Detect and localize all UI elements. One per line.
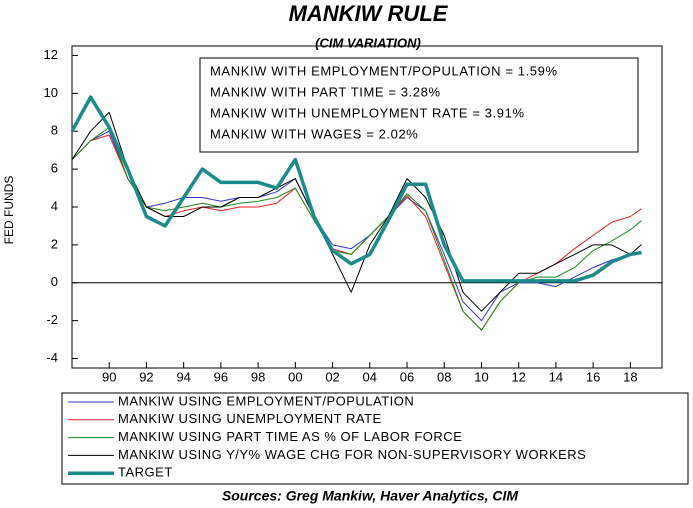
x-tick-label: 14: [549, 369, 563, 384]
x-tick-label: 00: [288, 369, 302, 384]
x-tick-label: 16: [586, 369, 600, 384]
y-tick-label: 2: [51, 236, 58, 251]
x-tick-label: 90: [102, 369, 116, 384]
legend-label: MANKIW USING EMPLOYMENT/POPULATION: [118, 393, 414, 408]
x-tick-label: 94: [176, 369, 190, 384]
y-tick-label: 10: [44, 85, 58, 100]
annotation: MANKIW WITH EMPLOYMENT/POPULATION = 1.59…: [210, 63, 558, 78]
annotation: MANKIW WITH WAGES = 2.02%: [210, 126, 418, 141]
chart-title: MANKIW RULE: [289, 1, 449, 26]
y-tick-label: 6: [51, 161, 58, 176]
x-tick-label: 08: [437, 369, 451, 384]
plot-area: [70, 54, 662, 368]
series-line: [71, 130, 642, 322]
x-tick-label: 98: [251, 369, 265, 384]
y-tick-label: 0: [51, 274, 58, 289]
annotation-box: [199, 57, 639, 153]
legend-label: MANKIW USING Y/Y% WAGE CHG FOR NON-SUPER…: [118, 447, 586, 462]
y-tick-label: 8: [51, 123, 58, 138]
legend: [61, 392, 689, 485]
legend-label: MANKIW USING PART TIME AS % OF LABOR FOR…: [118, 429, 462, 444]
x-tick-label: 96: [214, 369, 228, 384]
x-tick-label: 04: [363, 369, 377, 384]
annotation: MANKIW WITH PART TIME = 3.28%: [210, 84, 441, 99]
x-tick-label: 12: [511, 369, 525, 384]
series-line: [71, 126, 642, 331]
annotation: MANKIW WITH UNEMPLOYMENT RATE = 3.91%: [210, 105, 525, 120]
y-tick-label: -2: [46, 312, 58, 327]
series-line: [71, 111, 642, 312]
x-tick-label: 10: [474, 369, 488, 384]
series-line: [70, 95, 642, 283]
x-tick-label: 06: [400, 369, 414, 384]
chart-subtitle: (CIM VARIATION): [315, 35, 421, 50]
legend-label: TARGET: [118, 465, 173, 480]
y-axis-label: FED FUNDS: [2, 176, 16, 245]
x-tick-label: 18: [623, 369, 637, 384]
source-note: Sources: Greg Mankiw, Haver Analytics, C…: [222, 488, 519, 504]
legend-label: MANKIW USING UNEMPLOYMENT RATE: [118, 411, 382, 426]
y-tick-label: 12: [44, 47, 58, 62]
x-tick-label: 02: [325, 369, 339, 384]
y-tick-label: 4: [51, 198, 58, 213]
x-tick-label: 92: [139, 369, 153, 384]
series-line: [71, 134, 642, 331]
legend-items: MANKIW USING EMPLOYMENT/POPULATION MANKIW…: [68, 393, 586, 480]
y-tick-label: -4: [46, 350, 58, 365]
